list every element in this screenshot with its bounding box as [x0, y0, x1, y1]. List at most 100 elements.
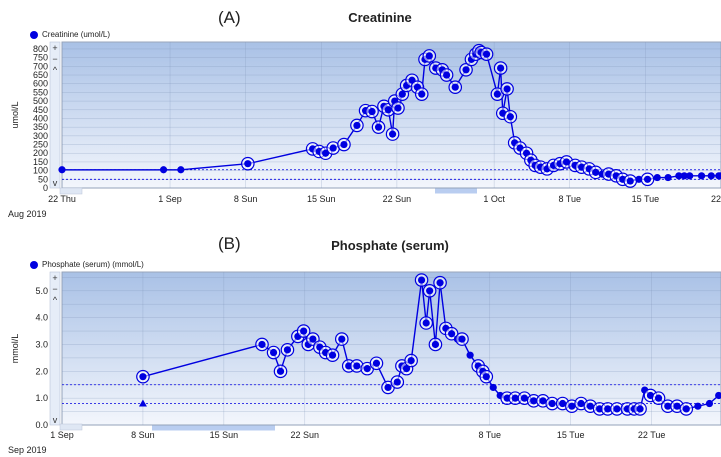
- data-point: [707, 172, 715, 180]
- data-point: [398, 90, 406, 98]
- scroll-up-icon: ^: [53, 65, 58, 75]
- y-tick-label: 800: [33, 44, 48, 54]
- data-point: [338, 335, 346, 343]
- data-point: [159, 166, 168, 174]
- y-tick-label: 500: [33, 96, 48, 106]
- data-point: [530, 397, 538, 405]
- data-point: [503, 85, 511, 93]
- legend-marker-icon: [30, 30, 38, 39]
- x-zoom-controls: [59, 423, 83, 431]
- data-point: [664, 173, 672, 182]
- data-point: [548, 399, 556, 408]
- data-point: [417, 276, 426, 284]
- y-tick-label: 150: [33, 157, 48, 167]
- data-point: [604, 405, 612, 413]
- data-point: [482, 50, 491, 58]
- zoom-out-icon: −: [52, 54, 57, 64]
- y-tick-label: 5.0: [35, 286, 48, 296]
- y-tick-label: 550: [33, 87, 48, 97]
- y-tick-label: 450: [33, 105, 48, 115]
- data-point: [511, 394, 519, 402]
- data-point: [374, 123, 383, 131]
- data-point: [448, 330, 456, 338]
- data-point: [258, 340, 266, 349]
- data-point: [426, 287, 434, 295]
- data-point: [418, 90, 426, 98]
- y-tick-label: 0: [43, 183, 48, 193]
- y-zoom-strip: [49, 271, 61, 426]
- data-point: [436, 279, 444, 287]
- y-tick-label: 3.0: [35, 339, 48, 349]
- legend-creatinine[interactable]: Creatinine (umol/L): [30, 30, 110, 39]
- data-point: [393, 378, 401, 386]
- y-tick-label: 300: [33, 131, 48, 141]
- data-point: [139, 373, 147, 381]
- data-point: [613, 405, 621, 413]
- data-point: [539, 397, 547, 405]
- data-point: [643, 175, 652, 183]
- data-point: [309, 335, 317, 343]
- data-point: [682, 405, 690, 413]
- data-point: [717, 172, 721, 180]
- data-point: [283, 346, 292, 354]
- data-point: [680, 172, 688, 180]
- zoom-in-icon: +: [52, 43, 57, 53]
- triangle-marker-icon: [138, 399, 147, 407]
- data-point: [577, 399, 585, 408]
- x-tick-label: 8 Sun: [131, 430, 155, 440]
- y-zoom-strip: [49, 41, 61, 189]
- legend-phosphate[interactable]: Phosphate (serum) (mmol/L): [30, 260, 144, 269]
- data-point: [425, 52, 433, 60]
- data-point: [520, 394, 529, 402]
- x-scroll-thumb: [152, 425, 275, 431]
- x-tick-label: 1 Sep: [50, 430, 74, 440]
- y-tick-label: 650: [33, 70, 48, 80]
- chart-title-creatinine: Creatinine: [348, 10, 412, 25]
- data-point: [353, 121, 361, 130]
- x-tick-label: 1 Oct: [483, 194, 505, 204]
- data-point: [458, 335, 466, 343]
- legend-label: Creatinine (umol/L): [42, 30, 111, 39]
- data-point: [559, 399, 567, 408]
- data-point: [422, 319, 430, 327]
- legend-label: Phosphate (serum) (mmol/L): [42, 260, 144, 269]
- y-tick-label: 400: [33, 113, 48, 123]
- x-tick-label: 22 Tue: [638, 430, 666, 440]
- y-tick-label: 350: [33, 122, 48, 132]
- data-point: [636, 405, 644, 413]
- panel-label-b: (B): [218, 234, 241, 253]
- scroll-up-icon: ^: [53, 295, 58, 305]
- data-point: [394, 104, 402, 112]
- data-point: [451, 83, 459, 91]
- zoom-out-icon: −: [52, 284, 57, 294]
- data-point: [705, 399, 714, 408]
- data-point: [407, 356, 415, 365]
- data-point: [384, 106, 392, 114]
- data-point: [442, 71, 451, 79]
- y-tick-label: 100: [33, 166, 48, 176]
- x-period-label: Aug 2019: [8, 209, 47, 219]
- chart-title-phosphate: Phosphate (serum): [331, 238, 449, 253]
- y-tick-label: 750: [33, 53, 48, 63]
- data-point: [653, 173, 661, 182]
- y-tick-label: 50: [38, 174, 48, 184]
- data-point: [328, 351, 337, 359]
- data-point: [466, 351, 474, 359]
- x-tick-label: 15 Sun: [307, 194, 336, 204]
- x-tick-label: 22: [711, 194, 721, 204]
- plot-area: [61, 271, 721, 426]
- x-tick-label: 1 Sep: [158, 194, 182, 204]
- data-point: [664, 402, 672, 410]
- data-point: [384, 383, 392, 392]
- y-tick-label: 1.0: [35, 393, 48, 403]
- x-tick-label: 8 Tue: [479, 430, 502, 440]
- x-scroll-thumb: [435, 188, 477, 194]
- data-point: [673, 402, 681, 410]
- x-zoom-controls: [59, 187, 83, 195]
- data-point: [372, 359, 381, 367]
- scroll-down-icon: v: [53, 415, 58, 425]
- x-tick-label: 8 Tue: [558, 194, 581, 204]
- data-point: [300, 327, 308, 335]
- x-tick-label: 8 Sun: [234, 194, 258, 204]
